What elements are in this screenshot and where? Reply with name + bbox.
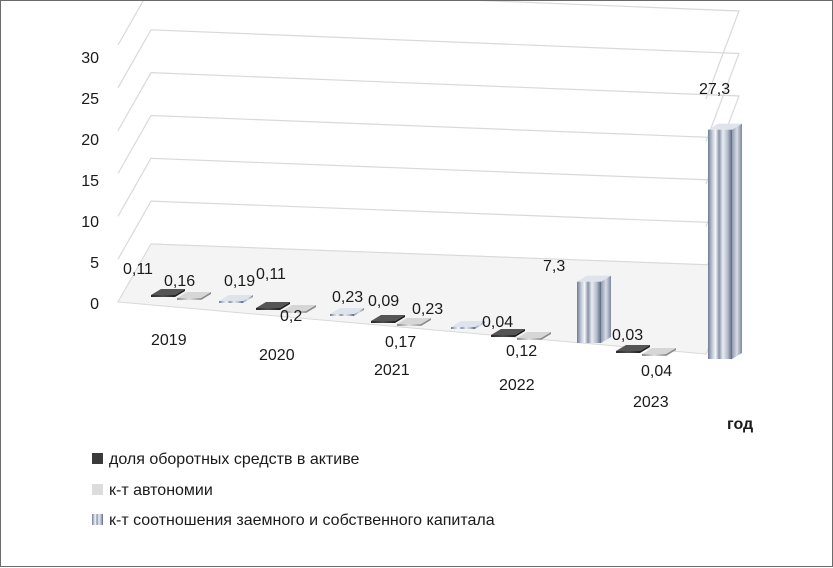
bar-series-3-2022: [577, 275, 611, 343]
data-label-series-1: 0,03: [612, 327, 643, 344]
bar-series-1-2022: [491, 329, 525, 337]
x-category-label: 2019: [151, 332, 187, 349]
bar-series-2-2019: [177, 292, 211, 300]
data-label-series-3: 7,3: [543, 258, 565, 275]
legend-swatch-series-3: [92, 514, 103, 525]
data-label-series-2: 0,04: [641, 363, 672, 380]
legend-label-series-3: к-т соотношения заемного и собственного …: [109, 512, 495, 529]
data-label-series-2: 0,16: [164, 273, 195, 290]
gridline: [117, 1, 740, 100]
bar-series-1-2021: [371, 315, 405, 323]
bar-series-3-2019: [219, 295, 253, 303]
y-tick-label: 25: [81, 91, 99, 108]
bar-series-3-2020: [330, 308, 364, 316]
y-tick-label: 15: [81, 173, 99, 190]
gridline: [117, 72, 740, 185]
y-tick-label: 30: [81, 50, 99, 67]
bar-series-1-2019: [151, 289, 185, 297]
bar-series-2-2021: [397, 318, 431, 326]
gridline: [117, 114, 740, 227]
legend-label-series-2: к-т автономии: [109, 482, 213, 499]
bar-series-3-2023: [708, 123, 742, 360]
y-axis-ticks: 0 5 10 15 20 25 30: [81, 50, 99, 313]
legend-swatch-series-2: [92, 484, 103, 495]
x-category-label: 2022: [499, 377, 535, 394]
legend-swatch-series-1: [92, 453, 103, 464]
bars: [151, 123, 742, 360]
data-label-series-3: 0,23: [332, 289, 363, 306]
chart-floor: [117, 243, 740, 355]
data-label-series-1: 0,04: [482, 314, 513, 331]
data-label-series-3: 0,23: [412, 301, 443, 318]
bar-series-3-2021: [451, 321, 485, 329]
bar-series-2-2023: [642, 348, 676, 356]
x-axis-title: год: [727, 416, 753, 433]
y-tick-label: 10: [81, 214, 99, 231]
data-labels: 0,11 0,11 0,09 0,04 0,03 0,16 0,2 0,17 0,12 0,04 0…: [123, 81, 730, 380]
data-label-series-1: 0,09: [368, 293, 399, 310]
bar-series-2-2020: [282, 305, 316, 313]
legend-item-series-2: к-т автономии: [92, 482, 213, 499]
data-label-series-1: 0,11: [123, 261, 153, 278]
data-label-series-3: 0,19: [224, 273, 255, 290]
y-tick-label: 20: [81, 132, 99, 149]
legend: доля оборотных средств в активе к-т авто…: [92, 451, 495, 529]
x-category-label: 2023: [633, 394, 669, 411]
bar-series-1-2020: [256, 302, 290, 310]
y-tick-label: 0: [90, 296, 99, 313]
data-label-series-2: 0,17: [385, 334, 416, 351]
x-axis-categories: 2019 2020 2021 2022 2023: [151, 332, 669, 411]
x-category-label: 2020: [259, 347, 295, 364]
data-label-series-2: 0,12: [506, 343, 537, 360]
x-category-label: 2021: [374, 362, 410, 379]
legend-label-series-1: доля оборотных средств в активе: [109, 451, 360, 468]
y-tick-label: 5: [90, 255, 99, 272]
bar-series-1-2023: [616, 345, 650, 353]
bar-series-2-2022: [517, 332, 551, 340]
legend-item-series-1: доля оборотных средств в активе: [92, 451, 360, 468]
gridline: [117, 29, 740, 142]
data-label-series-1: 0,11: [256, 266, 286, 283]
data-label-series-2: 0,2: [280, 308, 302, 325]
data-label-series-3: 27,3: [699, 81, 730, 98]
legend-item-series-3: к-т соотношения заемного и собственного …: [92, 512, 495, 529]
